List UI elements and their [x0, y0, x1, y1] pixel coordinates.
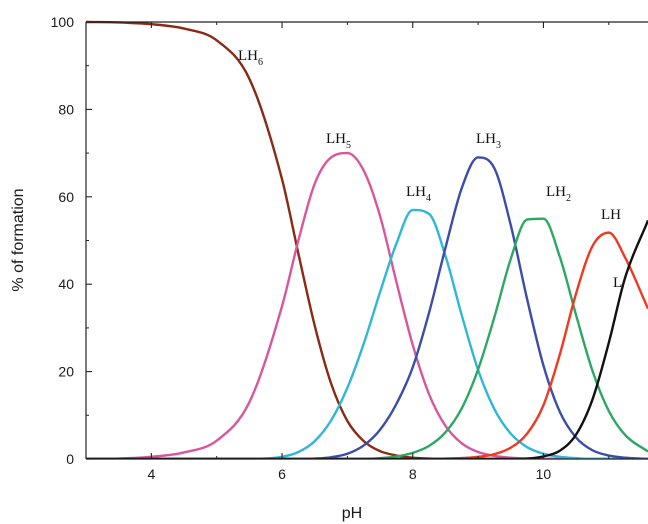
curve-lh6 [86, 20, 648, 459]
y-tick-label: 100 [51, 14, 75, 30]
y-tick-label: 20 [58, 364, 74, 380]
y-tick-label: 0 [66, 451, 74, 467]
curve-label-lh6: LH6 [238, 48, 263, 68]
curve-label-lh: LH [601, 207, 621, 223]
curve-label-lh3: LH3 [476, 131, 501, 151]
curve-lh3 [86, 156, 648, 459]
curve-label-lh4: LH4 [406, 184, 431, 204]
y-axis-title: % of formation [10, 188, 27, 291]
x-axis-title: pH [342, 505, 362, 522]
curve-lh4 [86, 208, 648, 459]
plot-frame [85, 21, 648, 460]
curve-label-lh2: LH2 [546, 184, 571, 204]
series-curves [86, 20, 648, 459]
x-tick-label: 10 [536, 466, 552, 482]
curve-label-lh5: LH5 [326, 131, 351, 151]
y-tick-label: 80 [58, 101, 74, 117]
series-labels: LH6 LH5 LH4 LH3 LH2 LH L [238, 48, 622, 291]
curve-lh [86, 231, 648, 459]
curve-lh5 [86, 151, 648, 459]
curve-l [86, 219, 648, 459]
x-tick-label: 8 [409, 466, 417, 482]
curve-label-l: L [613, 275, 622, 291]
y-tick-label: 40 [58, 276, 74, 292]
x-tick-label: 6 [278, 466, 286, 482]
y-tick-label: 60 [58, 189, 74, 205]
curve-lh2 [86, 217, 648, 459]
x-tick-label: 4 [147, 466, 155, 482]
